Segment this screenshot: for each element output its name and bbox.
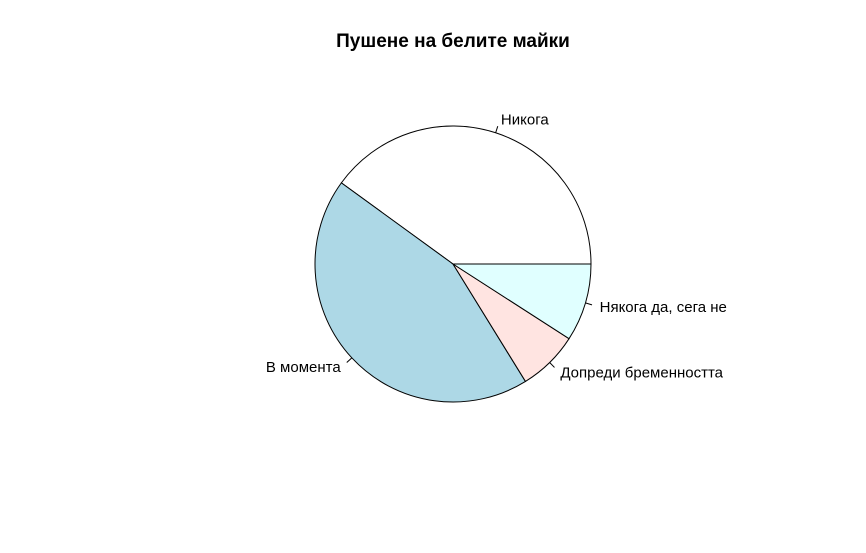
pie-slice-3 — [451, 263, 592, 340]
pie-labels: Никога В момента Допреди бременността Няког… — [266, 112, 727, 382]
pie-label-tick-2 — [549, 362, 555, 368]
pie-slices — [314, 125, 592, 403]
pie-label-0: Никога — [501, 112, 549, 129]
pie-label-tick-1 — [346, 357, 353, 363]
pie-slice-0 — [340, 125, 592, 265]
pie-label-2: Допреди бременността — [560, 364, 723, 381]
pie-label-1: В момента — [266, 359, 341, 376]
pie-label-tick-3 — [585, 302, 593, 306]
chart-title: Пушене на белите майки — [336, 31, 570, 52]
pie-label-tick-0 — [495, 126, 499, 133]
pie-label-3: Някога да, сега не — [600, 299, 727, 316]
pie-slice-1 — [314, 182, 527, 403]
